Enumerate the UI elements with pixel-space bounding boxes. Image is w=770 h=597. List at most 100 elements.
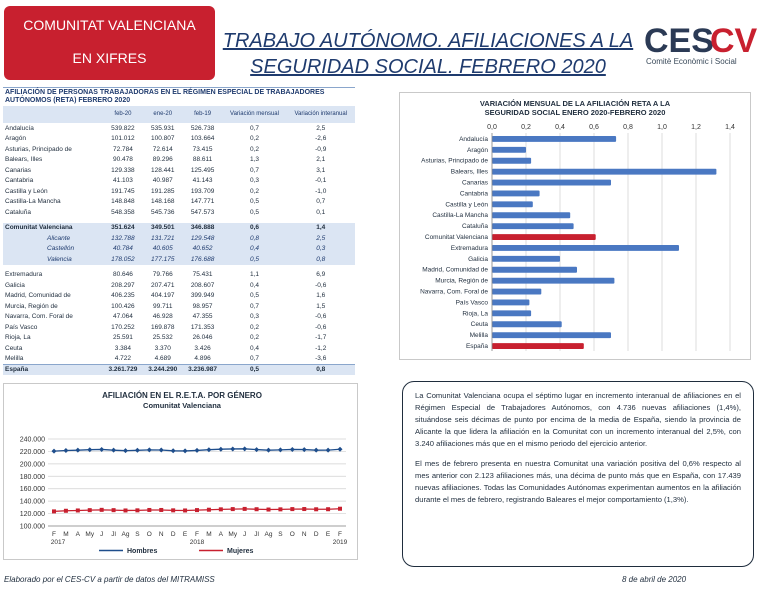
data-point <box>218 446 224 452</box>
category-label: Canarias <box>462 180 489 187</box>
row-value: 147.771 <box>190 198 215 206</box>
logo-subtitle: Comitè Econòmic i Social <box>646 57 737 66</box>
x-tick-label: E <box>183 531 188 538</box>
row-label: Galicia <box>5 281 25 289</box>
x-tick-label: 1,2 <box>691 124 701 131</box>
data-point <box>63 508 68 513</box>
row-value: 72.784 <box>112 145 133 153</box>
row-value: 177.175 <box>142 254 183 265</box>
bar <box>492 299 530 306</box>
monthly-variation-chart: VARIACIÓN MENSUAL DE LA AFILIACIÓN RETA … <box>399 92 751 360</box>
row-value: 208.607 <box>190 281 215 289</box>
row-value: 0,3 <box>249 177 260 185</box>
row-value: 178.052 <box>103 254 143 265</box>
data-point <box>314 507 319 512</box>
row-label: Balears, Illes <box>5 156 43 164</box>
data-point <box>277 447 283 453</box>
legend-label: Hombres <box>127 548 157 555</box>
row-value: 406.235 <box>111 292 135 300</box>
row-value: 547.573 <box>190 208 215 216</box>
row-value: 6,9 <box>316 271 326 279</box>
row-value: 26.046 <box>192 334 213 342</box>
data-point <box>87 447 93 453</box>
row-value: 0,8 <box>286 363 355 375</box>
category-label: Balears, Illes <box>451 169 489 176</box>
data-point <box>183 508 188 513</box>
affiliation-table: AFILIACIÓN DE PERSONAS TRABAJADORAS EN E… <box>3 87 355 375</box>
bar <box>492 223 574 230</box>
row-value: 41.143 <box>192 177 213 185</box>
row-label: Melilla <box>5 355 24 362</box>
row-value: 0,8 <box>286 254 355 265</box>
row-value: 100.807 <box>150 135 175 143</box>
bar <box>492 310 532 317</box>
year-label: 2017 <box>51 539 66 546</box>
row-value: 129.338 <box>111 166 135 174</box>
row-value: 40.784 <box>103 243 143 254</box>
data-point <box>338 506 342 511</box>
row-label: Castilla y León <box>5 187 48 195</box>
data-point <box>290 507 295 512</box>
table-row: Galicia 208.297 207.471 208.607 0,4 -0,6 <box>3 280 355 291</box>
data-point <box>278 507 283 512</box>
x-tick-label: M <box>206 531 211 538</box>
category-label: Asturias, Principado de <box>421 158 488 165</box>
chart-title-line: VARIACIÓN MENSUAL DE LA AFILIACIÓN RETA … <box>480 99 671 108</box>
row-value: 73.415 <box>192 145 213 153</box>
row-value: 2,1 <box>316 156 326 164</box>
row-value: 0,7 <box>249 166 260 174</box>
row-label: Valencia <box>3 254 103 265</box>
table-row: Cantabria 41.103 40.987 41.143 0,3 -0,1 <box>3 176 355 187</box>
x-tick-label: D <box>314 531 319 538</box>
category-label: Cataluña <box>462 223 488 230</box>
table-header-cell: feb-19 <box>182 106 223 123</box>
row-value: 0,5 <box>249 208 260 216</box>
row-value: 80.646 <box>112 271 133 279</box>
x-tick-label: S <box>135 531 140 538</box>
row-label: España <box>3 363 103 375</box>
row-value: 88.611 <box>192 156 213 164</box>
row-label: Asturias, Principado de <box>5 145 72 153</box>
table-row: Castilla-La Mancha 148.848 148.168 147.771 0… <box>3 197 355 208</box>
row-label: País Vasco <box>5 323 38 331</box>
badge-line-2: EN XIFRES <box>72 50 147 66</box>
table-row: Andalucía 539.822 535.931 526.738 0,7 2,5 <box>3 123 355 134</box>
row-value: -1,7 <box>315 334 327 342</box>
row-value: 90.478 <box>112 156 133 164</box>
y-tick-label: 240.000 <box>20 437 45 444</box>
table-row: Balears, Illes 90.478 89.296 88.611 1,3 2,1 <box>3 155 355 166</box>
data-point <box>146 447 152 453</box>
bar <box>492 332 611 339</box>
row-value: 125.495 <box>190 166 215 174</box>
row-label: Extremadura <box>5 271 43 279</box>
badge-line-1: COMUNITAT VALENCIANA <box>23 17 196 33</box>
row-value: -0,9 <box>315 145 327 153</box>
table-row: Extremadura 80.646 79.766 75.431 1,1 6,9 <box>3 270 355 281</box>
category-label: Comunitat Valenciana <box>425 234 488 241</box>
row-value: 41.103 <box>112 177 133 185</box>
row-value: 0,5 <box>249 198 260 206</box>
row-value: 404.197 <box>150 292 175 300</box>
row-value: 1,3 <box>249 156 260 164</box>
data-point <box>301 447 307 453</box>
data-point <box>52 509 56 514</box>
row-value: 0,7 <box>249 355 260 362</box>
row-value: 0,2 <box>249 323 260 331</box>
row-value: -2,6 <box>315 135 327 143</box>
x-tick-label: 0,8 <box>623 124 633 131</box>
row-value: 148.848 <box>111 198 135 206</box>
row-value: 2,5 <box>316 124 326 132</box>
row-value: 72.614 <box>152 145 173 153</box>
row-value: 0,1 <box>316 208 326 216</box>
legend-label: Mujeres <box>227 548 254 555</box>
x-tick-label: N <box>159 531 164 538</box>
row-value: 208.297 <box>111 281 135 289</box>
table-row: Valencia 178.052 177.175 176.688 0,5 0,8 <box>3 254 355 265</box>
row-value: -1,2 <box>315 344 327 352</box>
row-value: 0,2 <box>249 135 260 143</box>
row-value: 170.252 <box>111 323 135 331</box>
row-value: 128.441 <box>150 166 175 174</box>
row-value: 0,7 <box>249 124 260 132</box>
data-point <box>171 508 176 513</box>
data-point <box>254 447 260 453</box>
